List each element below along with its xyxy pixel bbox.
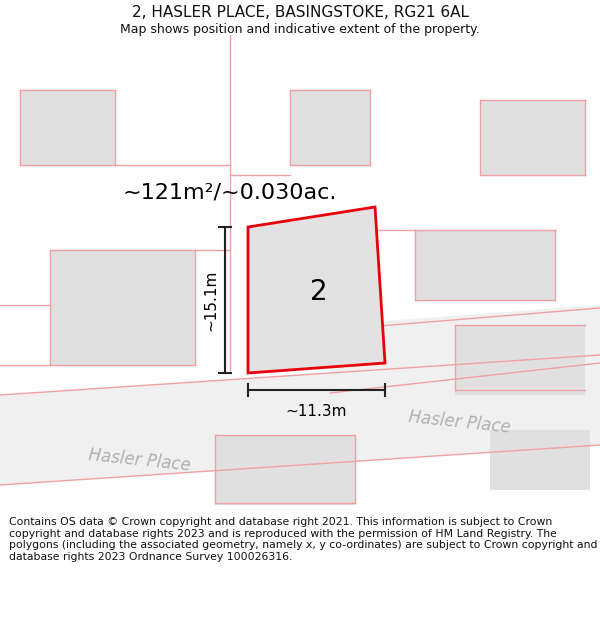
Polygon shape [330, 305, 600, 395]
Polygon shape [490, 430, 590, 490]
Polygon shape [20, 90, 115, 165]
Polygon shape [248, 207, 385, 373]
Text: ~11.3m: ~11.3m [286, 404, 347, 419]
Text: Hasler Place: Hasler Place [408, 408, 512, 436]
Text: 2: 2 [310, 279, 328, 306]
Text: Map shows position and indicative extent of the property.: Map shows position and indicative extent… [120, 22, 480, 36]
Polygon shape [215, 435, 355, 505]
Text: Hasler Place: Hasler Place [88, 446, 192, 474]
Text: ~15.1m: ~15.1m [203, 269, 218, 331]
Text: ~121m²/~0.030ac.: ~121m²/~0.030ac. [123, 183, 337, 203]
Polygon shape [480, 100, 585, 175]
Polygon shape [290, 90, 370, 165]
Text: 2, HASLER PLACE, BASINGSTOKE, RG21 6AL: 2, HASLER PLACE, BASINGSTOKE, RG21 6AL [131, 5, 469, 20]
Polygon shape [415, 230, 555, 300]
Polygon shape [0, 355, 600, 485]
Text: Contains OS data © Crown copyright and database right 2021. This information is : Contains OS data © Crown copyright and d… [9, 518, 598, 562]
Polygon shape [455, 325, 585, 395]
Polygon shape [50, 250, 195, 365]
